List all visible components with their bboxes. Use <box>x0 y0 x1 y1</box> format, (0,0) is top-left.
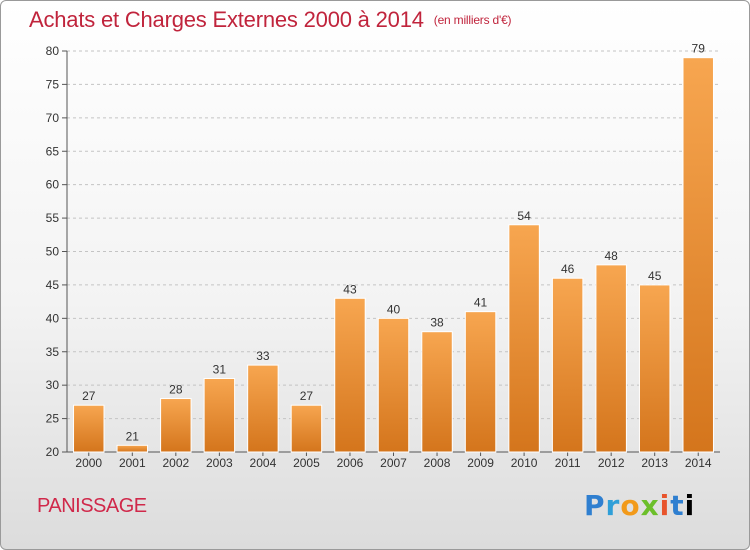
x-tick-label: 2002 <box>162 456 189 470</box>
logo-letter: i <box>659 489 671 522</box>
bar-value-label: 79 <box>692 42 706 56</box>
x-tick-label: 2008 <box>424 456 451 470</box>
bar-value-label: 27 <box>300 389 314 403</box>
bar-value-label: 27 <box>82 389 96 403</box>
bar-value-label: 21 <box>126 429 140 443</box>
logo-letter: o <box>620 489 641 522</box>
logo-letter: t <box>670 489 685 522</box>
y-tick-label: 30 <box>46 378 60 392</box>
bar-value-label: 43 <box>343 282 357 296</box>
bar <box>73 404 105 453</box>
bar-value-label: 40 <box>387 302 401 316</box>
bar-value-label: 46 <box>561 262 575 276</box>
y-tick-label: 60 <box>46 178 60 192</box>
logo-letter: r <box>605 489 621 522</box>
bar <box>160 398 192 453</box>
x-tick-label: 2004 <box>250 456 277 470</box>
x-tick-label: 2003 <box>206 456 233 470</box>
x-tick-label: 2001 <box>119 456 146 470</box>
y-tick-label: 45 <box>46 278 60 292</box>
bar-value-label: 31 <box>213 362 227 376</box>
x-tick-label: 2005 <box>293 456 320 470</box>
bar <box>377 317 410 453</box>
logo-letter: P <box>584 489 606 522</box>
x-tick-label: 2000 <box>75 456 102 470</box>
value-labels: 27 21 28 31 33 27 43 40 38 41 54 46 48 45 79 <box>82 42 705 444</box>
bar-value-label: 45 <box>648 269 662 283</box>
chart-title-text: Achats et Charges Externes 2000 à 2014 <box>29 7 424 32</box>
bars <box>73 57 714 453</box>
x-tick-label: 2013 <box>641 456 668 470</box>
y-tick-label: 65 <box>46 144 60 158</box>
y-tick-label: 70 <box>46 111 60 125</box>
chart-unit: (en milliers d'€) <box>433 13 512 27</box>
x-tick-label: 2007 <box>380 456 407 470</box>
bar <box>638 284 671 453</box>
y-tick-label: 80 <box>46 44 60 58</box>
bar-value-label: 28 <box>169 383 183 397</box>
proxiti-logo: Proxiti <box>584 489 695 522</box>
bar-value-label: 48 <box>604 249 618 263</box>
x-tick-label: 2011 <box>555 456 581 470</box>
bar <box>290 404 323 453</box>
y-tick-label: 35 <box>46 345 60 359</box>
bar <box>682 57 714 453</box>
x-tick-label: 2009 <box>467 456 494 470</box>
bar <box>464 311 497 453</box>
bar-value-label: 54 <box>517 209 531 223</box>
bar <box>203 377 236 453</box>
bar <box>421 331 453 453</box>
bar <box>334 297 366 453</box>
bar <box>595 264 627 453</box>
x-tick-label: 2012 <box>598 456 625 470</box>
commune-name: PANISSAGE <box>37 495 147 517</box>
bar-value-label: 38 <box>430 316 444 330</box>
bar-value-label: 41 <box>474 296 488 310</box>
y-tick-label: 20 <box>46 445 60 459</box>
bar <box>247 364 279 453</box>
x-tick-label: 2006 <box>337 456 364 470</box>
bar <box>551 277 584 453</box>
x-tick-label: 2010 <box>511 456 538 470</box>
bar <box>508 224 540 453</box>
bar <box>116 444 149 453</box>
logo-letter: i <box>684 489 696 522</box>
y-tick-label: 75 <box>46 77 60 91</box>
y-tick-label: 50 <box>46 245 60 259</box>
bar-value-label: 33 <box>256 349 270 363</box>
x-tick-label: 2014 <box>685 456 712 470</box>
y-tick-label: 55 <box>46 211 60 225</box>
y-tick-label: 25 <box>46 412 60 426</box>
y-tick-label: 40 <box>46 311 60 325</box>
logo-letter: x <box>640 489 660 522</box>
chart-title: Achats et Charges Externes 2000 à 2014 (e… <box>29 7 512 33</box>
